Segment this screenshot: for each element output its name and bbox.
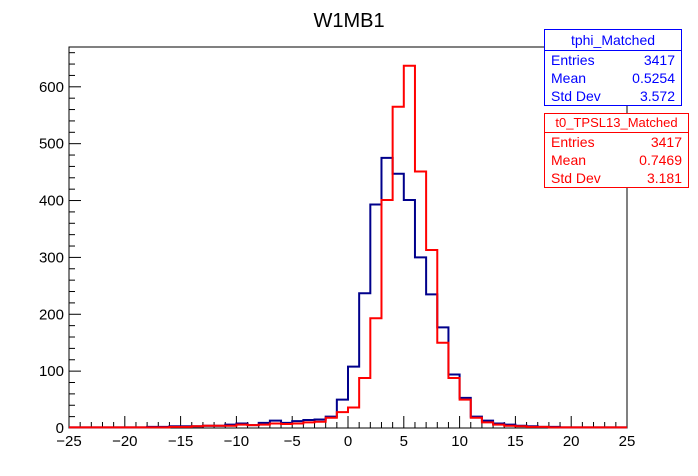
y-tick-label: 200 xyxy=(39,306,64,323)
histogram-bin xyxy=(359,378,370,428)
histogram-bin xyxy=(393,174,404,428)
histogram-bin xyxy=(448,375,459,428)
stats-value: 0.7469 xyxy=(639,152,682,168)
x-tick-label: 15 xyxy=(507,433,524,450)
histogram-bin xyxy=(415,257,426,428)
x-tick-label: −15 xyxy=(168,433,193,450)
x-tick-label: −5 xyxy=(284,433,301,450)
stats-label: Std Dev xyxy=(551,170,601,186)
histogram-bin xyxy=(404,200,415,428)
x-tick-label: 20 xyxy=(563,433,580,450)
histogram-bin xyxy=(370,205,381,428)
histogram-bin xyxy=(348,408,359,428)
histogram-bin xyxy=(381,158,392,428)
histogram-bin xyxy=(415,172,426,428)
histogram-bin xyxy=(337,400,348,428)
stats-label: Entries xyxy=(551,52,595,68)
stats-box-t0-tpsl13-matched: t0_TPSL13_Matched Entries 3417 Mean 0.74… xyxy=(544,113,689,188)
histogram-bin xyxy=(337,412,348,428)
histogram-bin xyxy=(393,107,404,428)
histogram-bin xyxy=(404,66,415,428)
stats-row-mean: Mean 0.5254 xyxy=(545,69,681,87)
y-tick-label: 600 xyxy=(39,79,64,96)
histogram-bin xyxy=(292,421,303,428)
histogram-bin xyxy=(426,250,437,428)
chart-title: W1MB1 xyxy=(313,10,384,32)
stats-value: 0.5254 xyxy=(632,70,675,86)
histogram-bin xyxy=(303,420,314,428)
x-axis: −25 −20 −15 −10 −5 0 5 10 15 20 25 xyxy=(56,416,635,450)
histogram-bin xyxy=(471,418,482,428)
y-tick-label: 100 xyxy=(39,363,64,380)
y-axis: 0 100 200 300 400 500 600 xyxy=(39,52,81,437)
stats-label: Mean xyxy=(551,152,587,168)
histogram-bin xyxy=(326,418,337,428)
histogram-bin xyxy=(460,400,471,428)
y-tick-label: 300 xyxy=(39,249,64,266)
series-tphi_Matched xyxy=(69,156,627,429)
y-tick-label: 500 xyxy=(39,136,64,153)
stats-row-entries: Entries 3417 xyxy=(545,51,681,69)
y-tick-label: 0 xyxy=(56,420,64,437)
stats-label: Mean xyxy=(551,70,587,86)
stats-box-tphi-matched: tphi_Matched Entries 3417 Mean 0.5254 St… xyxy=(544,29,682,106)
series-layer xyxy=(69,64,627,429)
stats-value: 3417 xyxy=(643,52,675,68)
histogram-bin xyxy=(348,367,359,428)
x-tick-label: 25 xyxy=(619,433,636,450)
stats-row-entries: Entries 3417 xyxy=(545,133,688,151)
stats-label: Std Dev xyxy=(551,88,601,104)
histogram-bin xyxy=(448,378,459,428)
x-tick-label: 10 xyxy=(451,433,468,450)
stats-label: Entries xyxy=(551,134,595,150)
x-tick-label: −25 xyxy=(56,433,81,450)
stats-row-mean: Mean 0.7469 xyxy=(545,151,688,169)
x-tick-label: 0 xyxy=(344,433,352,450)
x-tick-label: −10 xyxy=(224,433,249,450)
histogram-bin xyxy=(460,398,471,428)
stats-value: 3417 xyxy=(650,134,682,150)
stats-row-std-dev: Std Dev 3.181 xyxy=(545,169,688,187)
histogram-bin xyxy=(359,293,370,428)
stats-row-std-dev: Std Dev 3.572 xyxy=(545,87,681,105)
x-tick-label: 5 xyxy=(400,433,408,450)
histogram-bin xyxy=(381,200,392,428)
stats-value: 3.572 xyxy=(639,88,675,104)
histogram-bin xyxy=(426,294,437,428)
x-tick-label: −20 xyxy=(112,433,137,450)
stats-value: 3.181 xyxy=(646,170,682,186)
series-line-t0_TPSL13_Matched xyxy=(69,64,627,429)
histogram-bin xyxy=(370,318,381,428)
stats-box-title: t0_TPSL13_Matched xyxy=(545,114,688,133)
series-line-tphi_Matched xyxy=(69,156,627,429)
histogram-bin xyxy=(437,343,448,428)
stats-box-title: tphi_Matched xyxy=(545,30,681,51)
y-tick-label: 400 xyxy=(39,193,64,210)
series-t0_TPSL13_Matched xyxy=(69,64,627,429)
